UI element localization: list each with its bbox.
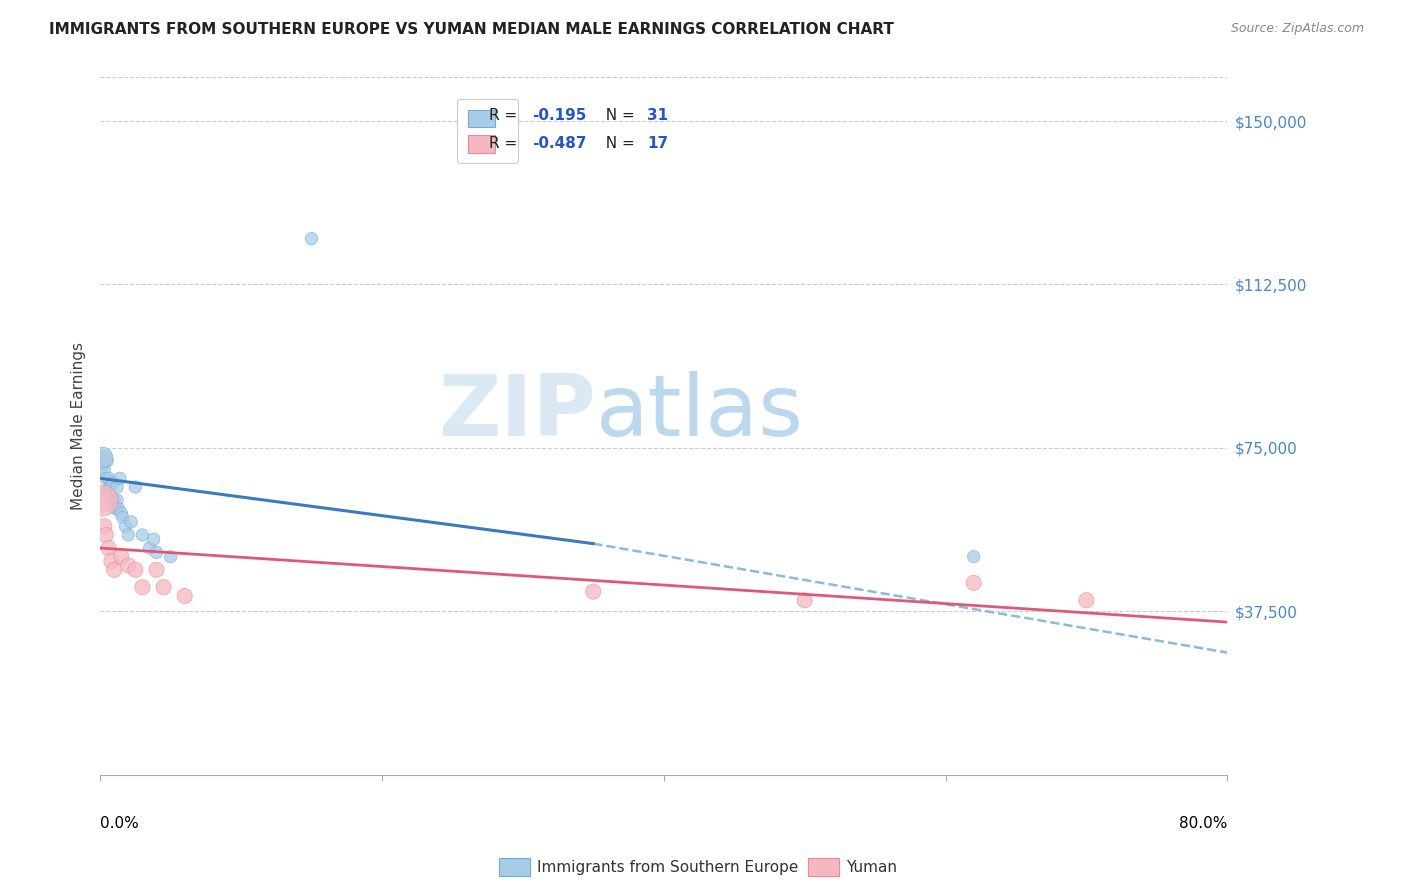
- Point: [98, 489, 121, 503]
- Point: [98, 480, 121, 494]
- Point: [103, 563, 125, 577]
- Point: [159, 549, 181, 564]
- Point: [108, 471, 131, 485]
- Text: 31: 31: [647, 108, 668, 123]
- Point: [101, 475, 124, 490]
- Text: R =: R =: [489, 136, 522, 151]
- Point: [152, 580, 174, 594]
- Point: [117, 528, 139, 542]
- Point: [91, 458, 114, 473]
- Point: [131, 580, 153, 594]
- Legend: , : ,: [457, 99, 519, 163]
- Point: [105, 480, 128, 494]
- Point: [124, 563, 146, 577]
- Text: atlas: atlas: [596, 370, 804, 453]
- Point: [124, 480, 146, 494]
- Text: N =: N =: [596, 108, 640, 123]
- Text: Source: ZipAtlas.com: Source: ZipAtlas.com: [1230, 22, 1364, 36]
- Point: [963, 549, 986, 564]
- Point: [173, 589, 195, 603]
- Text: 17: 17: [647, 136, 668, 151]
- Point: [582, 584, 605, 599]
- Point: [93, 519, 115, 533]
- Point: [793, 593, 815, 607]
- Text: -0.195: -0.195: [531, 108, 586, 123]
- Point: [94, 471, 117, 485]
- Text: ZIP: ZIP: [439, 370, 596, 453]
- Point: [963, 575, 986, 590]
- Point: [90, 493, 112, 508]
- Point: [111, 510, 134, 524]
- Point: [131, 528, 153, 542]
- Text: N =: N =: [596, 136, 640, 151]
- Point: [105, 493, 128, 508]
- Point: [90, 450, 112, 464]
- Point: [96, 484, 118, 499]
- Point: [145, 545, 167, 559]
- Point: [110, 506, 132, 520]
- Point: [97, 471, 120, 485]
- Text: Yuman: Yuman: [846, 860, 897, 874]
- Point: [145, 563, 167, 577]
- Point: [301, 232, 323, 246]
- Point: [100, 554, 122, 568]
- Text: IMMIGRANTS FROM SOUTHERN EUROPE VS YUMAN MEDIAN MALE EARNINGS CORRELATION CHART: IMMIGRANTS FROM SOUTHERN EUROPE VS YUMAN…: [49, 22, 894, 37]
- Point: [138, 541, 160, 555]
- Text: -0.487: -0.487: [531, 136, 586, 151]
- Point: [97, 541, 120, 555]
- Text: 0.0%: 0.0%: [100, 816, 139, 831]
- Point: [90, 493, 112, 508]
- Point: [142, 533, 165, 547]
- Point: [100, 498, 122, 512]
- Point: [120, 515, 142, 529]
- Point: [93, 462, 115, 476]
- Text: R =: R =: [489, 108, 522, 123]
- Y-axis label: Median Male Earnings: Median Male Earnings: [72, 342, 86, 510]
- Point: [1076, 593, 1098, 607]
- Point: [94, 528, 117, 542]
- Point: [107, 501, 129, 516]
- Text: Immigrants from Southern Europe: Immigrants from Southern Europe: [537, 860, 799, 874]
- Point: [90, 450, 112, 464]
- Point: [94, 450, 117, 464]
- Point: [110, 549, 132, 564]
- Point: [117, 558, 139, 573]
- Point: [96, 454, 118, 468]
- Point: [103, 493, 125, 508]
- Text: 80.0%: 80.0%: [1180, 816, 1227, 831]
- Point: [114, 519, 136, 533]
- Point: [104, 501, 127, 516]
